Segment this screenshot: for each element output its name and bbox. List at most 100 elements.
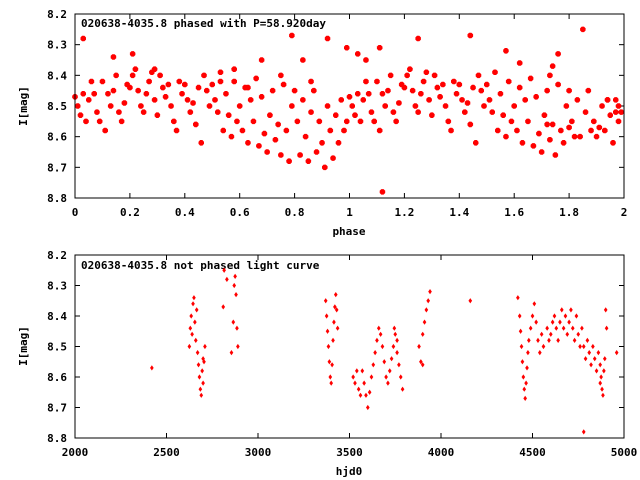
data-point [319,140,325,146]
plot-frame [74,254,625,439]
data-point [364,392,368,398]
data-point [456,81,463,88]
data-point [346,94,353,100]
data-point [613,109,619,115]
data-point [374,78,380,85]
data-point [395,350,399,356]
data-point [258,94,265,100]
data-point [524,380,528,386]
data-point [375,337,379,343]
y-tick-label: 8.8 [47,432,67,445]
y-axis-title: I[mag] [17,326,30,366]
data-point [272,137,279,143]
data-point [289,32,295,39]
data-point [613,97,619,103]
y-tick-label: 8.5 [47,100,67,113]
data-point [192,295,196,301]
data-point [604,97,611,103]
data-point [300,57,306,63]
data-point [552,152,559,158]
data-point [362,380,366,386]
data-points [150,267,619,435]
data-point [351,374,355,380]
data-point [332,319,336,325]
data-point [437,94,443,100]
data-point [247,97,254,103]
data-point [398,374,403,380]
x-tick-label: 0.8 [285,206,305,219]
data-point [401,84,408,91]
data-point [199,392,204,398]
data-point [327,127,334,134]
data-point [607,112,613,118]
data-point [527,75,534,82]
data-point [269,87,276,94]
data-point [278,152,284,158]
data-point [191,301,195,307]
data-point [566,87,572,94]
data-point [150,365,154,371]
data-point [110,54,117,60]
x-tick-label: 4000 [428,446,455,459]
data-point [442,103,449,109]
data-point [360,97,366,103]
data-point [545,325,549,331]
data-point [182,81,188,88]
data-point [232,282,237,289]
data-point [555,81,561,88]
data-point [194,307,199,313]
data-point [559,307,564,313]
data-point [201,356,205,362]
data-point [129,72,136,79]
data-point [576,331,581,337]
data-point [324,103,331,109]
data-point [373,350,377,356]
x-tick-label: 2 [621,206,628,219]
data-point [308,78,314,85]
data-point [357,118,364,125]
data-point [190,100,196,106]
data-point [558,319,562,325]
data-point [384,374,388,380]
data-point [503,133,509,140]
data-point [300,97,306,103]
data-point [596,124,603,131]
data-point [445,118,452,125]
data-point [333,292,338,298]
x-tick-label: 2500 [153,446,180,459]
data-point [193,337,198,343]
data-point [280,81,287,88]
data-point [190,331,194,337]
data-point [233,273,237,279]
data-point [541,343,546,350]
data-point [424,307,429,313]
data-point [193,319,197,325]
data-point [527,337,531,343]
data-point [387,72,394,79]
data-point [308,109,314,115]
data-point [547,337,551,343]
y-tick-label: 8.7 [47,161,67,174]
data-point [278,72,284,79]
data-point [118,118,125,125]
data-point [234,292,238,298]
data-point [598,380,603,386]
data-point [215,109,221,115]
data-point [505,78,512,85]
data-point [258,57,265,63]
data-point [516,295,520,301]
unphased-panel: 020638-4035.8 not phased light curve hjd… [17,249,637,478]
data-point [313,149,320,155]
data-point [419,359,423,365]
data-point [245,140,251,146]
data-point [511,103,517,109]
data-point [154,112,161,118]
data-point [415,109,421,115]
data-point [376,45,383,51]
data-point [453,91,460,97]
x-tick-label: 5000 [611,446,638,459]
data-point [400,386,405,392]
data-point [311,87,317,94]
data-point [591,118,597,125]
data-point [464,100,471,106]
